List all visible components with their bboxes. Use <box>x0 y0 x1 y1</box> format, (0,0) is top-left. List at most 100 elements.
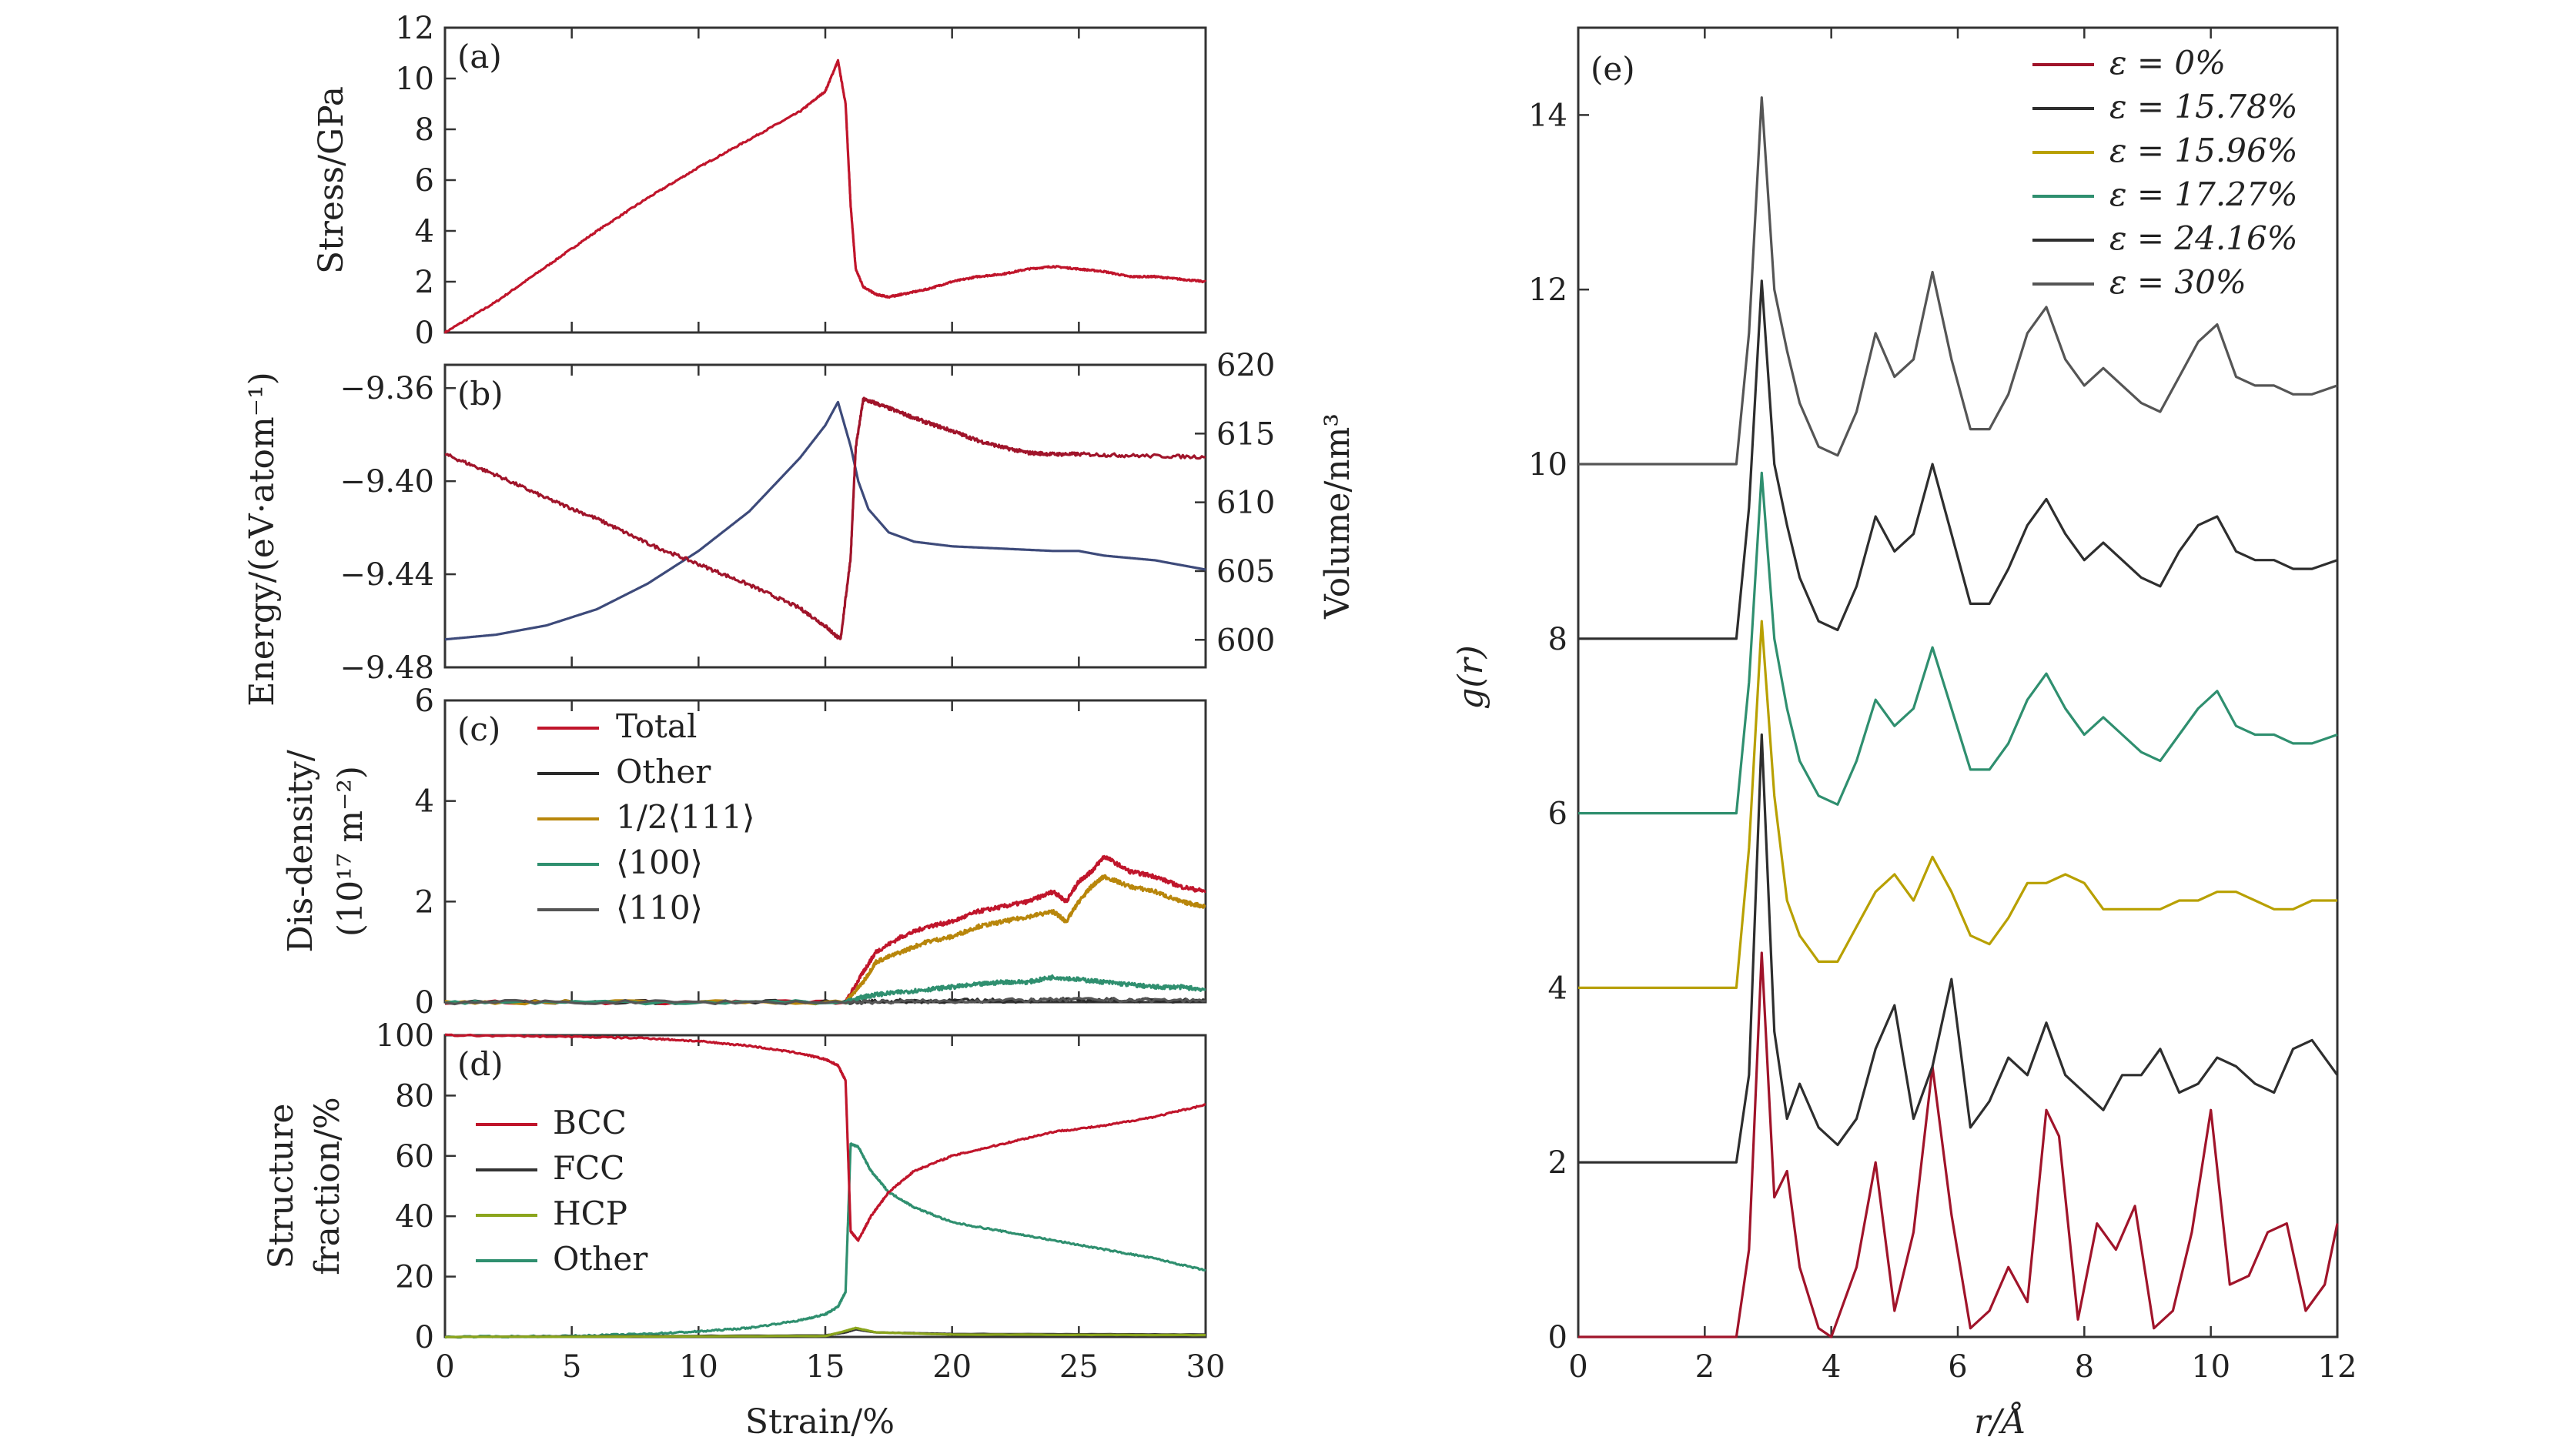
panel-d-xtick-label-5: 5 <box>562 1349 581 1385</box>
x-axis-label-r: r/Å <box>1974 1401 2026 1442</box>
panel-c-legend-label-4: ⟨110⟩ <box>616 889 703 927</box>
panel-c-legend-label-2: 1/2⟨111⟩ <box>616 798 755 836</box>
panel-b-ytick-3: −9.48 <box>340 650 434 686</box>
panel-e-ytick-2: 2 <box>1548 1145 1567 1181</box>
panel-d-xtick-label-10: 10 <box>679 1349 718 1385</box>
panel-d-legend-label-0: BCC <box>553 1104 627 1141</box>
panel-e-label: (e) <box>1591 50 1635 88</box>
panel-a-frame <box>443 26 1207 334</box>
panel-b-ytick-right-1: 615 <box>1216 416 1275 452</box>
panel-d-ylabel-2: fraction/% <box>308 1097 347 1275</box>
panel-a-ylabel: Stress/GPa <box>312 86 351 274</box>
panel-d-series-0 <box>444 1033 1206 1242</box>
panel-b-ylabel-right: Volume/nm³ <box>1318 413 1357 620</box>
panel-c-frame <box>443 699 1207 1004</box>
panel-b-ytick-right-0: 620 <box>1216 348 1275 383</box>
chart-text: Strain/% r/Å g(r) 0 2 4 6 8 10 12 (a) Stress/GPa… <box>243 11 2357 1442</box>
x-axis-label-strain: Strain/% <box>745 1402 895 1442</box>
panel-a-ytick-6: 6 <box>415 163 434 199</box>
panel-e-ytick-10: 10 <box>1528 447 1567 483</box>
panel-e-series-5 <box>1578 96 2338 466</box>
panel-d-legend-label-3: Other <box>553 1240 648 1278</box>
panel-a-ytick-12: 12 <box>395 11 434 46</box>
panel-b-volume-line <box>444 396 1206 640</box>
panel-a-ytick-0: 0 <box>415 316 434 351</box>
panel-d-legend-label-1: FCC <box>553 1149 624 1187</box>
panel-a-ytick-2: 2 <box>415 265 434 300</box>
panel-e-series-2 <box>1578 620 2337 990</box>
panel-d-ytick-100: 100 <box>376 1018 434 1054</box>
panel-c-legend-label-1: Other <box>616 753 711 790</box>
y-axis-label-g-r: g(r) <box>1451 645 1490 710</box>
panel-d-ytick-40: 40 <box>395 1199 434 1235</box>
panel-c-series-2 <box>444 874 1206 1006</box>
panel-c-ytick-6: 6 <box>415 683 434 719</box>
panel-b-energy-line <box>444 400 1206 641</box>
panel-c-ytick-0: 0 <box>415 985 434 1021</box>
panel-d-series-2 <box>444 1326 1206 1338</box>
panel-e-series-0 <box>1578 951 2339 1338</box>
panel-d-label: (d) <box>457 1045 503 1083</box>
panel-c-ytick-4: 4 <box>415 784 434 820</box>
panel-d-xtick-label-25: 25 <box>1059 1349 1099 1385</box>
panel-d-series-3 <box>444 1142 1206 1339</box>
panel-c-legend-label-0: Total <box>616 707 697 745</box>
panel-c-series-3 <box>444 974 1206 1006</box>
panel-d-ytick-0: 0 <box>415 1320 434 1355</box>
panel-b-ytick-1: −9.40 <box>340 464 434 500</box>
panel-e-xtick-label-10: 10 <box>2191 1349 2230 1385</box>
panel-b-ytick-2: −9.44 <box>340 557 434 593</box>
panel-c-label: (c) <box>457 710 500 748</box>
panel-d-ytick-60: 60 <box>395 1139 434 1175</box>
panel-b-ylabel: Energy/(eV·atom⁻¹) <box>243 372 282 707</box>
panel-b-ytick-right-2: 610 <box>1216 486 1275 521</box>
panel-frames <box>443 26 2339 1338</box>
panel-d-xtick-label-15: 15 <box>806 1349 845 1385</box>
panel-e-xtick-label-4: 4 <box>1822 1349 1841 1385</box>
panel-b-ytick-0: −9.36 <box>340 371 434 406</box>
panel-b-ytick-right-4: 600 <box>1216 623 1275 658</box>
panel-a-ytick-10: 10 <box>395 62 434 97</box>
plot-lines <box>443 58 2339 1339</box>
panel-a-label: (a) <box>457 38 502 75</box>
panel-e-ytick-6: 6 <box>1548 797 1567 832</box>
panel-e-ytick-4: 4 <box>1548 971 1567 1006</box>
panel-c-ylabel-2: (10¹⁷ m⁻²) <box>331 766 370 937</box>
panel-e-ytick-12: 12 <box>1528 272 1567 308</box>
panel-e-legend-label-5: ε = 30% <box>2109 263 2246 301</box>
panel-d-xtick-label-30: 30 <box>1186 1349 1226 1385</box>
panel-e-legend-label-4: ε = 24.16% <box>2109 219 2298 257</box>
panel-e-legend-label-0: ε = 0% <box>2109 44 2226 82</box>
panel-e-series-3 <box>1578 471 2338 815</box>
panel-a-ytick-4: 4 <box>415 214 434 249</box>
panel-a-ytick-8: 8 <box>415 112 434 148</box>
panel-e-series-1 <box>1578 733 2339 1164</box>
panel-d-ytick-20: 20 <box>395 1260 434 1295</box>
panel-e-xtick-label-6: 6 <box>1948 1349 1967 1385</box>
panel-c-ytick-2: 2 <box>415 884 434 920</box>
panel-e-ytick-8: 8 <box>1548 622 1567 657</box>
panel-d-legend-label-2: HCP <box>553 1195 627 1232</box>
panel-e-legend-label-1: ε = 15.78% <box>2109 88 2298 125</box>
panel-e-xtick-label-8: 8 <box>2075 1349 2094 1385</box>
panel-e-legend-label-2: ε = 15.96% <box>2109 132 2298 169</box>
panel-d-ytick-80: 80 <box>395 1078 434 1114</box>
panel-e-ytick-14: 14 <box>1528 98 1567 133</box>
panel-e-xtick-label-2: 2 <box>1695 1349 1715 1385</box>
panel-e-xtick-label-0: 0 <box>1568 1349 1587 1385</box>
panel-b-ytick-right-3: 605 <box>1216 554 1275 590</box>
panel-a-series-0 <box>443 58 1207 334</box>
panel-e-legend-label-3: ε = 17.27% <box>2109 175 2298 213</box>
panel-c-series-0 <box>444 854 1206 1006</box>
panel-c-legend-label-3: ⟨100⟩ <box>616 844 703 881</box>
panel-e-ytick-0: 0 <box>1548 1320 1567 1355</box>
panel-e-series-4 <box>1578 279 2338 640</box>
panel-c-series-4 <box>444 996 1206 1006</box>
panel-e-xtick-label-12: 12 <box>2318 1349 2357 1385</box>
panel-d-xtick-label-20: 20 <box>932 1349 972 1385</box>
panel-c-ylabel: Dis-density/ <box>281 750 320 953</box>
panel-d-ylabel: Structure <box>262 1104 301 1269</box>
panel-b-label: (b) <box>457 375 503 413</box>
panel-d-xtick-label-0: 0 <box>435 1349 454 1385</box>
